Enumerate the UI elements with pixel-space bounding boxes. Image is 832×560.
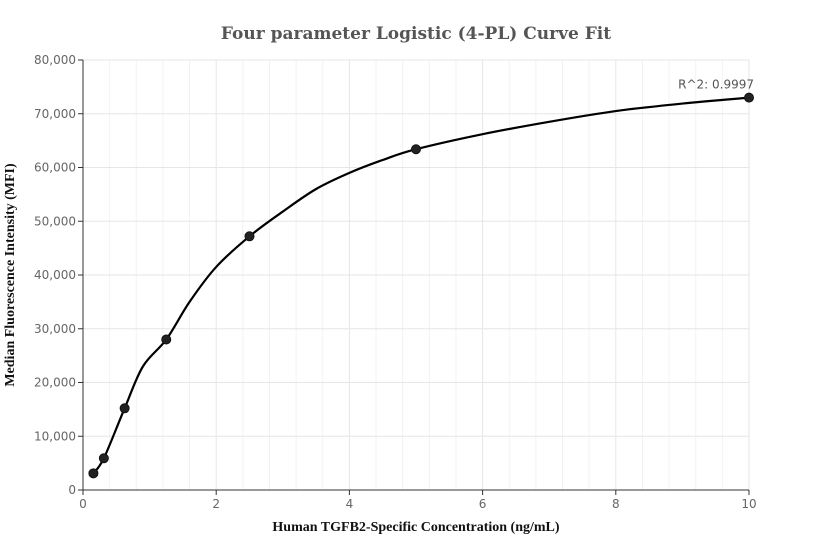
x-tick-label: 0 xyxy=(79,497,87,511)
data-point xyxy=(411,144,421,155)
y-tick-label: 70,000 xyxy=(34,107,76,121)
grid xyxy=(83,59,750,490)
x-tick-label: 4 xyxy=(346,497,354,511)
fit-curve-line xyxy=(92,96,750,475)
y-tick-label: 20,000 xyxy=(34,376,76,390)
tick-labels: 0 2 4 6 8 10 0 10,000 20,000 30,000 40,000 50,000 60… xyxy=(34,53,757,511)
y-tick-label: 80,000 xyxy=(34,53,76,67)
y-axis-title: Median Fluorescence Intensity (MFI) xyxy=(3,163,18,387)
data-point xyxy=(161,334,172,345)
chart-title: Four parameter Logistic (4-PL) Curve Fit xyxy=(221,24,611,44)
y-tick-label: 50,000 xyxy=(34,214,76,228)
x-axis-title: Human TGFB2-Specific Concentration (ng/m… xyxy=(272,520,559,535)
y-tick-label: 10,000 xyxy=(34,429,76,443)
data-point xyxy=(98,453,109,464)
axes xyxy=(78,59,750,495)
x-tick-label: 2 xyxy=(212,497,220,511)
y-tick-label: 30,000 xyxy=(34,322,76,336)
x-tick-label: 10 xyxy=(741,497,756,511)
x-tick-label: 6 xyxy=(479,497,487,511)
y-tick-label: 60,000 xyxy=(34,161,76,175)
r-squared-annotation: R^2: 0.9997 xyxy=(678,78,754,92)
y-tick-label: 40,000 xyxy=(34,268,76,282)
data-point xyxy=(244,231,255,242)
data-point xyxy=(744,92,754,103)
data-point xyxy=(119,403,130,414)
x-tick-label: 8 xyxy=(612,497,620,511)
data-points xyxy=(88,92,754,479)
data-point xyxy=(88,468,99,479)
y-tick-label: 0 xyxy=(68,483,76,497)
annotations: R^2: 0.9997 xyxy=(678,78,754,92)
